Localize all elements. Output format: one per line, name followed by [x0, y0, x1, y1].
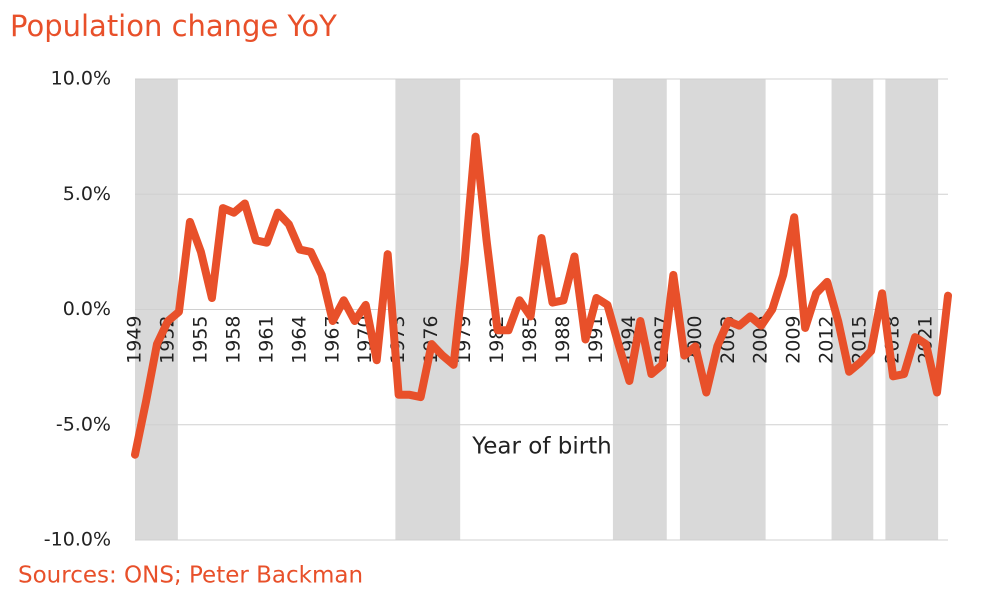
x-tick-label: 1958 — [222, 316, 244, 364]
x-tick-label: 2009 — [783, 316, 805, 364]
y-tick-label: 0.0% — [63, 298, 111, 320]
x-tick-label: 2012 — [816, 316, 838, 364]
x-tick-label: 1988 — [552, 316, 574, 364]
y-tick-label: 5.0% — [63, 183, 111, 205]
x-tick-label: 1949 — [124, 316, 146, 364]
x-axis-label: Year of birth — [471, 434, 612, 460]
line — [131, 132, 952, 459]
x-tick-label: 1985 — [519, 316, 541, 364]
x-tick-label: 1961 — [255, 316, 277, 364]
x-tick-label: 1967 — [321, 316, 343, 364]
chart-title: Population change YoY — [10, 9, 337, 43]
y-tick-label: -5.0% — [56, 413, 111, 435]
x-tick-label: 1955 — [189, 316, 211, 364]
x-tick-label: 2006 — [750, 316, 772, 364]
y-tick-label: -10.0% — [44, 529, 111, 551]
source: Sources: ONS; Peter Backman — [18, 563, 363, 589]
y-tick-label: 10.0% — [51, 68, 111, 90]
x-tick-label: 1964 — [288, 316, 310, 364]
